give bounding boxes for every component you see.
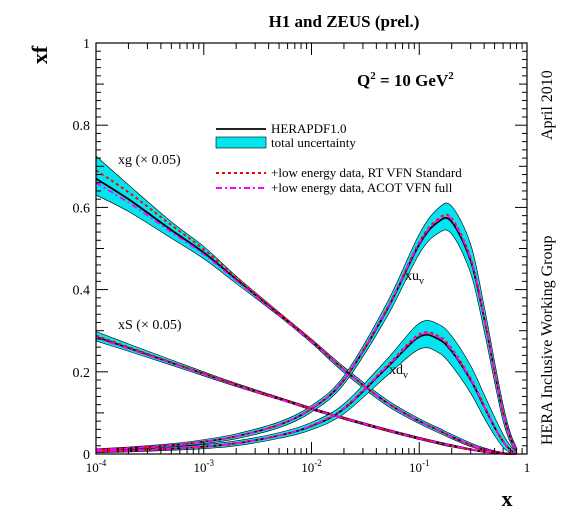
side-text-working-group: HERA Inclusive Working Group — [539, 235, 556, 445]
y-tick-label: 0.2 — [73, 366, 91, 381]
legend-swatch-band — [215, 136, 267, 149]
uncertainty-bands — [95, 155, 517, 455]
x-tick-label: 10-3 — [194, 458, 215, 475]
x-tick-label: 10-4 — [86, 458, 107, 475]
curve-label-xs: xS (× 0.05) — [118, 318, 182, 333]
y-axis-label: xf — [27, 45, 52, 64]
legend-label-rt: +low energy data, RT VFN Standard — [271, 165, 462, 180]
side-text-date: April 2010 — [539, 70, 556, 140]
y-tick-label: 0.4 — [73, 284, 91, 299]
legend-label-band: total uncertainty — [271, 135, 356, 150]
curve-acot-xuv — [95, 215, 518, 451]
axis-ticks: 10-4 10-3 10-2 10-1 1 0 0.2 0.4 0.6 0.8 1 — [73, 37, 531, 475]
x-axis-label: x — [502, 486, 513, 511]
curve-label-xg: xg (× 0.05) — [118, 153, 181, 168]
legend: HERAPDF1.0 total uncertainty +low energy… — [215, 121, 462, 195]
scale-label: Q2 = 10 GeV2 — [357, 70, 454, 90]
y-tick-label: 0 — [83, 448, 90, 463]
legend-label-central: HERAPDF1.0 — [271, 121, 347, 136]
pdf-curves — [95, 169, 518, 456]
curve-label-xdv: xdv — [389, 363, 408, 381]
y-tick-label: 1 — [83, 37, 90, 52]
chart-title: H1 and ZEUS (prel.) — [269, 12, 420, 31]
curve-label-xuv: xuv — [405, 269, 424, 287]
y-tick-label: 0.8 — [73, 119, 91, 134]
curve-acot-xdv — [95, 332, 517, 454]
x-tick-label: 10-1 — [409, 458, 430, 475]
x-tick-label: 10-2 — [301, 458, 322, 475]
legend-label-acot: +low energy data, ACOT VFN full — [271, 180, 453, 195]
curve-acot-xg — [95, 181, 517, 455]
x-tick-label: 1 — [524, 460, 531, 475]
band-xdv — [95, 320, 517, 455]
curve-acot-xs — [95, 336, 517, 455]
y-tick-label: 0.6 — [73, 201, 91, 216]
